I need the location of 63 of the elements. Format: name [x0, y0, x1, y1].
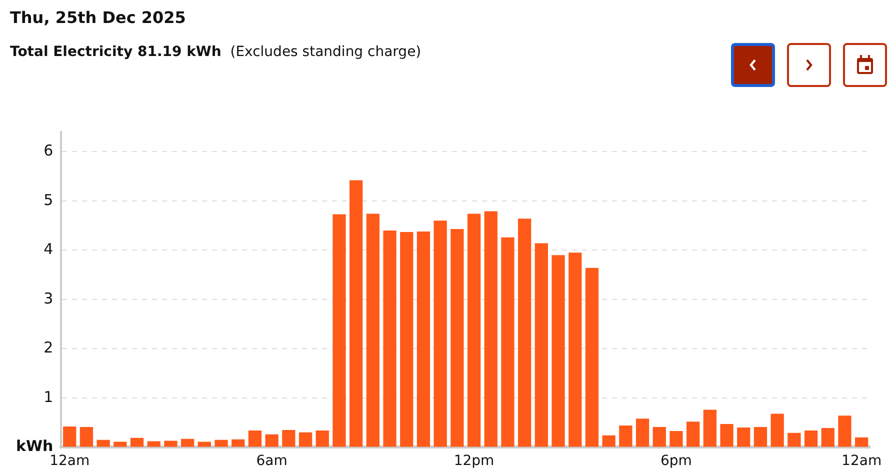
bar [400, 232, 414, 447]
bar [636, 418, 650, 447]
x-tick-label: 12pm [454, 453, 494, 470]
bar [552, 255, 565, 447]
bar [467, 214, 481, 447]
bar [198, 442, 211, 447]
x-tick-label: 12am [50, 453, 90, 470]
bar [298, 432, 312, 447]
bar [164, 440, 178, 447]
bar [484, 211, 498, 447]
bar [434, 220, 447, 447]
y-tick-label: kWh [16, 437, 54, 456]
bar [568, 252, 582, 447]
bar [788, 432, 801, 447]
bar [670, 430, 683, 447]
bar [181, 438, 194, 447]
bar [80, 427, 94, 447]
bar [703, 410, 716, 447]
bar [265, 434, 278, 447]
bar [838, 416, 852, 447]
bar [63, 426, 76, 447]
y-tick-label: 5 [44, 190, 54, 209]
x-tick-label: 6pm [660, 453, 692, 470]
bar [248, 430, 262, 447]
y-tick-label: 2 [44, 338, 54, 357]
bar [350, 180, 363, 447]
bar [130, 438, 144, 447]
bar [316, 430, 329, 447]
y-tick-label: 4 [44, 240, 54, 258]
bar [282, 430, 296, 447]
y-tick-label: 3 [44, 289, 54, 308]
bar [214, 440, 228, 447]
bar [147, 441, 160, 447]
bar [585, 268, 599, 447]
bar [737, 428, 750, 447]
bar [518, 218, 532, 447]
chart-title: Thu, 25th Dec 2025 [10, 8, 186, 27]
bar [534, 243, 548, 447]
bar [804, 430, 818, 447]
bar [602, 435, 616, 447]
y-tick-label: 6 [44, 142, 54, 160]
bar [821, 428, 834, 447]
bar [720, 424, 734, 447]
bar [114, 442, 127, 447]
bar [652, 427, 666, 447]
bar [770, 414, 784, 447]
x-tick-label: 12am [842, 453, 882, 470]
bar [416, 231, 430, 447]
x-tick-label: 6am [256, 453, 288, 470]
y-tick-label: 1 [44, 388, 54, 406]
bar [619, 426, 632, 447]
text: (Excludes standing charge) [230, 44, 422, 60]
bar [754, 427, 768, 447]
bar [383, 230, 396, 447]
bar [686, 422, 700, 447]
bar [501, 237, 514, 447]
chart-subtitle: Total Electricity 81.19 kWh [10, 44, 222, 60]
bar [366, 214, 380, 447]
bar [232, 439, 245, 447]
bar [332, 214, 346, 447]
bar [450, 229, 464, 447]
bar [855, 437, 868, 447]
bar [96, 440, 110, 447]
